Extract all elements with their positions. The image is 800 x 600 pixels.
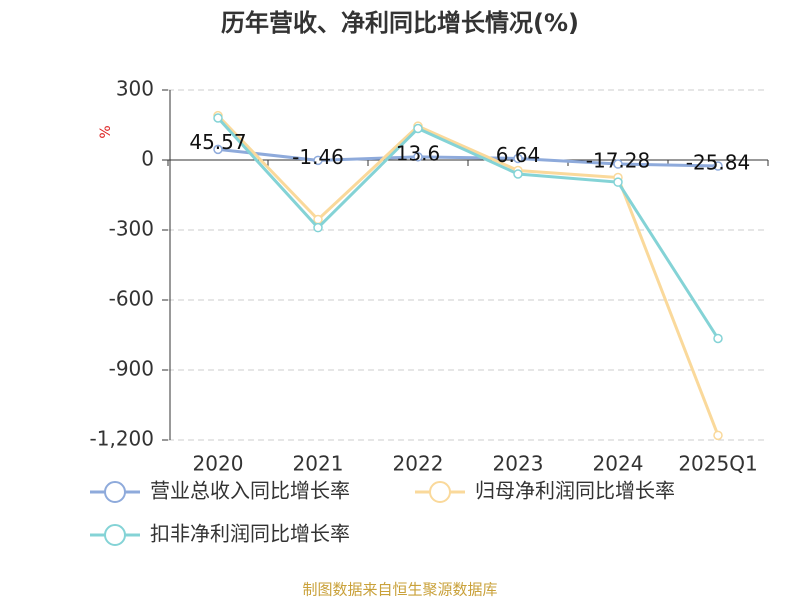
data-point (213, 113, 223, 123)
legend-marker (429, 481, 451, 503)
data-point (713, 161, 723, 171)
data-point (413, 152, 423, 162)
data-label: 6.64 (496, 143, 541, 167)
data-label: 13.6 (396, 141, 441, 165)
data-label: -1.46 (292, 145, 344, 169)
y-tick-label: -1,200 (90, 427, 154, 451)
data-label: 45.57 (189, 130, 246, 154)
data-point (513, 153, 523, 164)
data-point (513, 169, 523, 179)
y-tick-label: 300 (116, 77, 154, 101)
y-unit: % (98, 125, 114, 138)
data-point (713, 333, 723, 344)
legend-marker (104, 481, 126, 503)
x-tick-label: 2024 (593, 452, 644, 476)
x-tick-label: 2023 (493, 452, 544, 476)
x-tick-label: 2022 (393, 452, 444, 476)
data-point (413, 123, 423, 134)
legend-marker (104, 524, 126, 546)
x-tick-label: 2025Q1 (678, 452, 757, 476)
y-tick-label: -600 (109, 287, 154, 311)
series-line (217, 147, 719, 168)
data-point (613, 159, 623, 169)
data-label: -17.28 (586, 149, 650, 173)
y-tick-label: -300 (109, 217, 154, 241)
data-label: -25.84 (686, 151, 750, 175)
legend-label: 归母净利润同比增长率 (475, 479, 675, 503)
data-point (313, 155, 323, 166)
data-point (713, 430, 723, 441)
data-point (613, 177, 623, 187)
data-point (213, 144, 223, 155)
legend-label: 营业总收入同比增长率 (150, 479, 350, 503)
source-note: 制图数据来自恒生聚源数据库 (302, 581, 497, 599)
legend-label: 扣非净利润同比增长率 (150, 522, 350, 546)
chart-title: 历年营收、净利同比增长情况(%) (221, 9, 579, 37)
y-tick-label: 0 (141, 147, 154, 171)
series-line (216, 116, 720, 340)
x-tick-label: 2021 (293, 452, 344, 476)
y-tick-label: -900 (109, 357, 154, 381)
data-point (313, 222, 323, 233)
series-line (216, 114, 720, 436)
data-point (313, 214, 323, 225)
x-tick-label: 2020 (193, 452, 244, 476)
